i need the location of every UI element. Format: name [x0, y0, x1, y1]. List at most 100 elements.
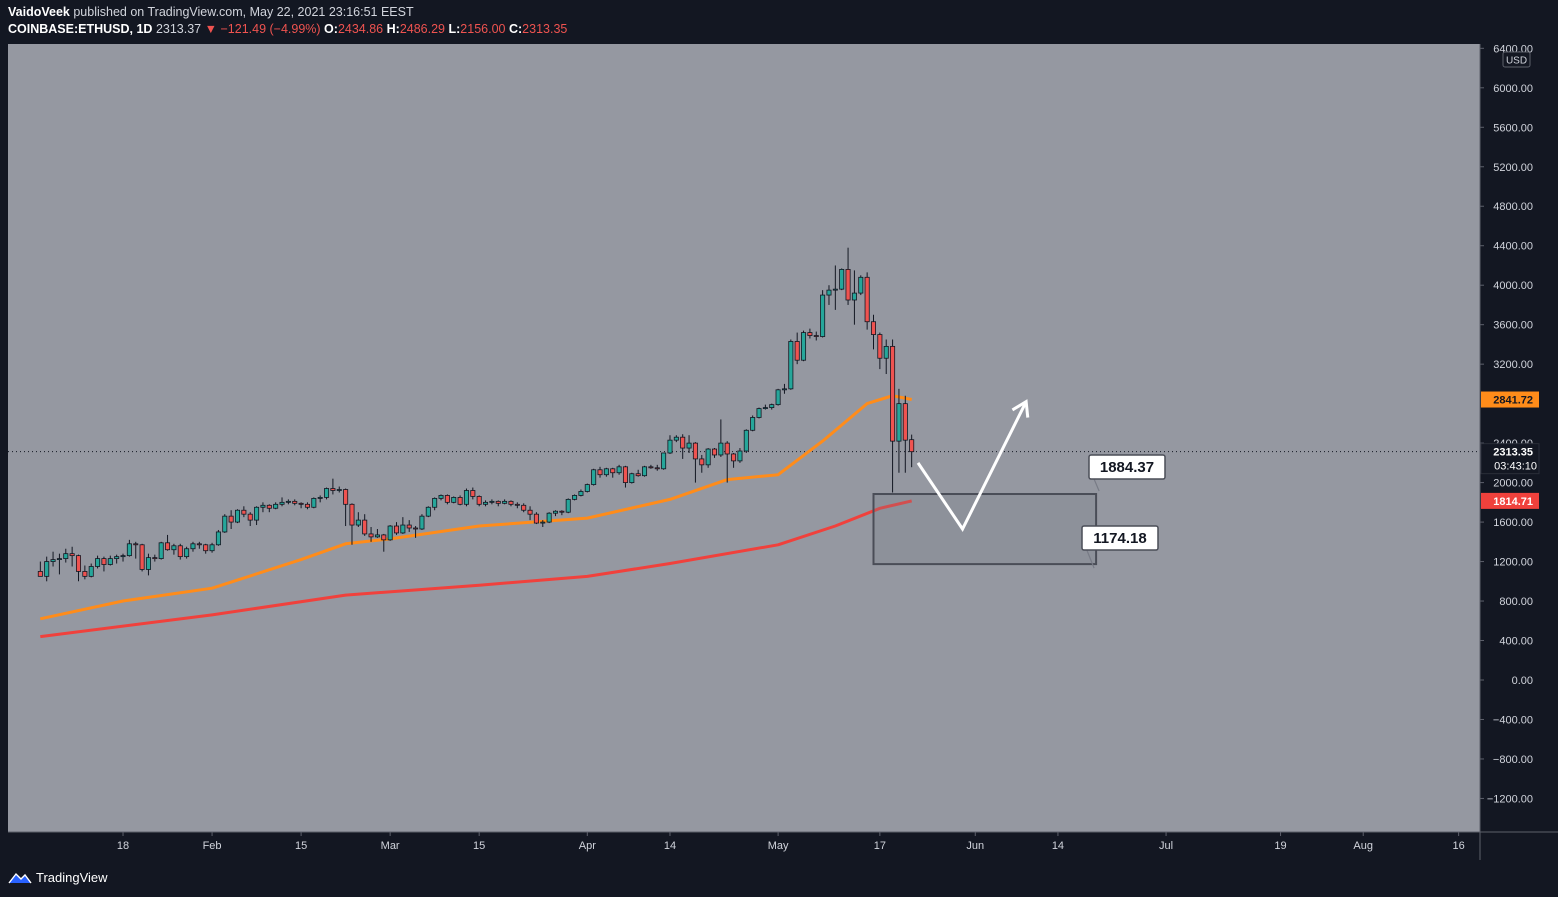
- candle-body: [839, 269, 845, 290]
- candle-body: [495, 500, 501, 504]
- candle-body: [533, 513, 539, 524]
- candle-body: [578, 491, 584, 496]
- candle-body: [425, 506, 431, 517]
- candle-body: [794, 341, 800, 361]
- low-label: L:: [448, 22, 461, 36]
- candle-body: [743, 429, 749, 452]
- y-tick-label: 1200.00: [1493, 557, 1533, 569]
- callout-bottom-text: 1174.18: [1093, 530, 1146, 547]
- candles-group: [37, 247, 915, 582]
- candle-body: [279, 501, 285, 505]
- candle-body: [731, 453, 737, 462]
- published-text: published on TradingView.com, May 22, 20…: [73, 5, 414, 19]
- candle-body: [508, 500, 514, 505]
- y-tick-label: 5600.00: [1493, 122, 1533, 134]
- candle-body: [95, 558, 101, 567]
- close-label: C:: [508, 22, 523, 36]
- x-tick-label: Apr: [579, 840, 596, 852]
- candle-body: [88, 566, 94, 577]
- candle-body: [890, 345, 896, 442]
- candle-body: [483, 501, 489, 505]
- candle-body: [635, 473, 641, 477]
- candle-body: [858, 276, 864, 294]
- candle-body: [629, 473, 635, 484]
- candle-body: [591, 469, 597, 485]
- candle-body: [667, 439, 673, 454]
- candle-body: [438, 495, 444, 499]
- x-tick-label: Feb: [203, 840, 222, 852]
- publish-line: VaidoVeek published on TradingView.com, …: [8, 5, 414, 19]
- candle-body: [114, 556, 120, 559]
- change-arrow-icon: ▼: [204, 22, 217, 36]
- candle-body: [368, 533, 374, 538]
- candle-body: [311, 497, 317, 508]
- candle-body: [610, 468, 616, 474]
- candle-body: [285, 500, 291, 503]
- candle-body: [718, 442, 724, 456]
- currency-label: USD: [1506, 56, 1527, 67]
- candle-body: [883, 345, 889, 359]
- candle-body: [190, 543, 196, 550]
- last-price: 2313.37: [155, 22, 202, 36]
- candle-body: [712, 448, 718, 456]
- callout-top-box: [1088, 454, 1166, 480]
- ma-fast-price-label: 2841.72: [1493, 395, 1533, 407]
- candle-body: [451, 497, 457, 503]
- candle-body: [50, 559, 56, 562]
- candle-body: [336, 489, 342, 491]
- y-tick-label: 2000.00: [1493, 478, 1533, 490]
- candle-body: [521, 504, 527, 511]
- candle-body: [292, 500, 298, 504]
- tradingview-brand[interactable]: TradingView: [8, 870, 108, 885]
- candle-body: [215, 531, 221, 546]
- candle-body: [349, 503, 355, 526]
- candle-body: [330, 488, 336, 491]
- callout-bottom-box: [1081, 525, 1159, 551]
- y-tick-label: 4800.00: [1493, 201, 1533, 213]
- candle-body: [553, 510, 559, 514]
- candle-body: [788, 341, 794, 390]
- candle-body: [648, 466, 654, 469]
- candle-body: [845, 269, 851, 301]
- x-tick-label: Jul: [1159, 840, 1173, 852]
- candle-body: [196, 543, 202, 546]
- candle-body: [871, 321, 877, 335]
- candle-body: [801, 332, 807, 361]
- candle-body: [82, 571, 88, 577]
- candle-body: [260, 504, 266, 508]
- candle-body: [527, 509, 533, 515]
- candle-body: [724, 442, 730, 455]
- ma-fast-price-label-bg: [1481, 391, 1539, 408]
- y-tick-label: 400.00: [1499, 636, 1533, 648]
- target-zone-box: [872, 493, 1098, 566]
- candle-body: [807, 332, 813, 336]
- candle-body: [381, 534, 387, 541]
- candle-body: [203, 544, 209, 552]
- symbol-label[interactable]: COINBASE:ETHUSD, 1D: [8, 22, 153, 36]
- author-name[interactable]: VaidoVeek: [8, 5, 70, 19]
- candle-body: [273, 503, 279, 509]
- ma-slow-price-label: 1814.71: [1493, 496, 1533, 508]
- candle-body: [101, 558, 107, 565]
- candle-body: [432, 497, 438, 508]
- candle-body: [413, 527, 419, 530]
- projection-arrow-line: [916, 400, 1028, 532]
- candle-body: [476, 496, 482, 505]
- candle-body: [362, 519, 368, 535]
- candle-body: [572, 495, 578, 500]
- candle-body: [37, 571, 43, 577]
- y-tick-label: 3200.00: [1493, 359, 1533, 371]
- candle-body: [654, 467, 660, 470]
- high-value: 2486.29: [399, 22, 445, 36]
- candle-body: [781, 388, 787, 391]
- candle-body: [133, 543, 139, 546]
- callout-top-text: 1884.37: [1100, 459, 1154, 476]
- candle-body: [705, 448, 711, 466]
- candle-body: [680, 436, 686, 449]
- candle-body: [165, 542, 171, 551]
- candle-body: [444, 495, 450, 503]
- y-tick-label: 1600.00: [1493, 517, 1533, 529]
- candle-body: [393, 525, 399, 534]
- open-label: O:: [324, 22, 338, 36]
